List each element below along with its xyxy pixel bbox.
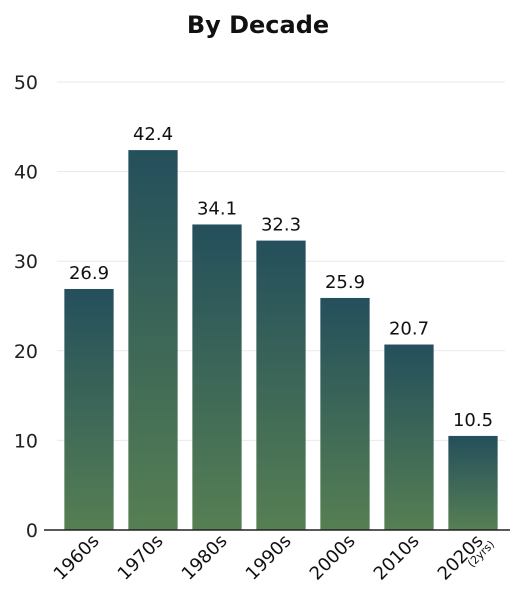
x-tick-label: 2010s: [370, 531, 424, 585]
bar-1970s: [128, 150, 178, 530]
chart-title: By Decade: [187, 11, 329, 39]
value-labels: 26.9 42.4 34.1 32.3 25.9 20.7 10.5: [69, 124, 493, 431]
bar-2020s: [448, 435, 498, 530]
y-axis-ticks: 0 10 20 30 40 50: [14, 72, 38, 542]
x-tick-label: 2000s: [306, 531, 360, 585]
bar-2010s: [384, 344, 434, 530]
bar-2000s: [320, 297, 370, 530]
value-label: 32.3: [261, 215, 301, 236]
x-tick-label: 1990s: [242, 531, 296, 585]
y-tick-label: 20: [14, 341, 38, 363]
value-label: 26.9: [69, 263, 109, 284]
value-label: 25.9: [325, 272, 365, 293]
bar-1960s: [64, 288, 114, 530]
x-tick-label: 1960s: [50, 531, 104, 585]
value-label: 42.4: [133, 124, 173, 145]
x-tick-label: 1980s: [178, 531, 232, 585]
x-axis-ticks: 1960s 1970s 1980s 1990s 2000s 2010s 2020s(2yrs…: [50, 531, 497, 585]
bar-1980s: [192, 224, 242, 531]
y-tick-label: 30: [14, 251, 38, 273]
value-label: 34.1: [197, 198, 237, 219]
value-label: 10.5: [453, 410, 493, 431]
y-tick-label: 10: [14, 430, 38, 452]
x-tick-label: 1970s: [114, 531, 168, 585]
bars: [64, 150, 498, 531]
y-tick-label: 50: [14, 72, 38, 94]
value-label: 20.7: [389, 319, 429, 340]
bar-1990s: [256, 240, 306, 531]
y-tick-label: 40: [14, 162, 38, 184]
y-tick-label: 0: [26, 520, 38, 542]
